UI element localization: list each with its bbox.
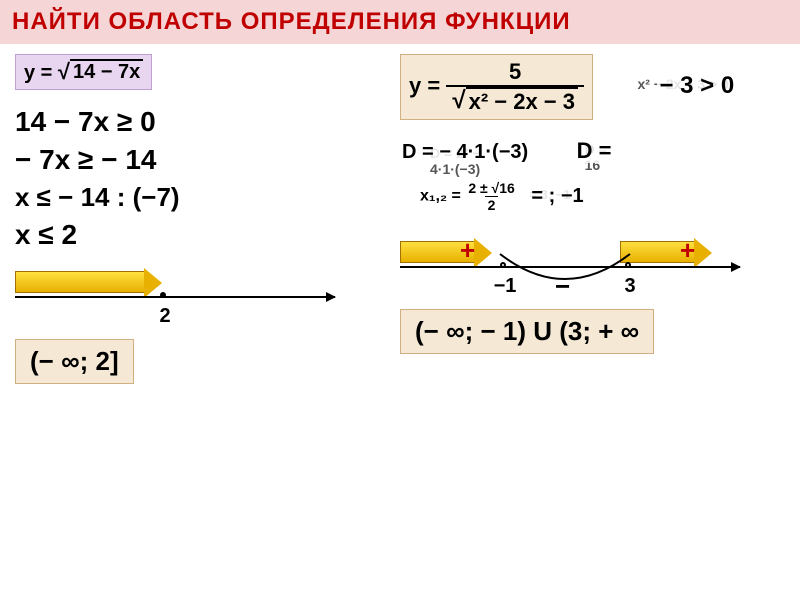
den-sqrt: x² − 2x − 3	[466, 87, 578, 115]
eq-prefix: y =	[24, 62, 58, 84]
minus-sign: −	[555, 271, 570, 302]
arrow-shape	[15, 271, 145, 293]
step-3: x ≤ − 14 : (−7)	[15, 182, 400, 213]
number-line-right: + + −1 − 3	[400, 231, 740, 301]
sqrt-icon: √	[452, 87, 465, 115]
sqrt-content: 14 − 7x	[70, 59, 143, 84]
denominator: √ x² − 2x − 3	[446, 85, 584, 115]
equation-right: y = 5 √ x² − 2x − 3	[400, 54, 593, 120]
tick-label-right: 3	[624, 275, 635, 298]
roots-prefix: x₁,₂ =	[420, 188, 465, 205]
content-area: y = √ 14 − 7x 14 − 7x ≥ 0 − 7x ≥ − 14 x …	[0, 44, 800, 394]
left-column: y = √ 14 − 7x 14 − 7x ≥ 0 − 7x ≥ − 14 x …	[15, 54, 400, 384]
axis-line	[15, 296, 335, 298]
tick-point	[160, 292, 166, 298]
number-line-left: 2	[15, 261, 335, 331]
numerator: 5	[503, 59, 527, 85]
sqrt-icon: √	[58, 59, 70, 85]
roots-res-front: = ; −1	[529, 185, 585, 207]
step-4: x ≤ 2	[15, 219, 400, 251]
disc2-front: D =	[575, 138, 614, 163]
roots-frac: 2 ± √16 2	[465, 180, 518, 213]
plus-left: +	[460, 235, 475, 266]
answer-left: (− ∞; 2]	[15, 339, 134, 384]
roots-num: 2 ± √16	[465, 180, 518, 196]
roots-den: 2	[485, 196, 499, 213]
page-title: НАЙТИ ОБЛАСТЬ ОПРЕДЕЛЕНИЯ ФУНКЦИИ	[0, 0, 800, 44]
tick-label-left: −1	[494, 275, 517, 298]
roots-row: x₁,₂ = 2 ± √16 2 = 3; −1 = ; −1	[420, 180, 586, 213]
discriminant2-row: D = 16 D =	[575, 138, 614, 164]
eq-prefix-r: y =	[409, 73, 446, 98]
answer-right: (− ∞; − 1) U (3; + ∞	[400, 309, 654, 354]
disc-front: D = − 4·1·(−3)	[400, 141, 530, 163]
tick-label: 2	[159, 305, 170, 328]
fraction: 5 √ x² − 2x − 3	[446, 59, 584, 115]
sqrt-expr: √ 14 − 7x	[58, 59, 143, 85]
discriminant-row: D = 2² − 4·1·(−3) D = − 4·1·(−3)	[400, 141, 530, 164]
right-column: y = 5 √ x² − 2x − 3 x² − 2x − 3 > 0 − 3 …	[400, 54, 785, 384]
step-1: 14 − 7x ≥ 0	[15, 106, 400, 138]
ineq-front: − 3 > 0	[657, 72, 736, 99]
plus-right: +	[680, 235, 695, 266]
inequality-row: x² − 2x − 3 > 0 − 3 > 0	[657, 72, 736, 100]
tick-right	[625, 262, 631, 268]
equation-left: y = √ 14 − 7x	[15, 54, 152, 90]
tick-left	[500, 262, 506, 268]
step-2: − 7x ≥ − 14	[15, 144, 400, 176]
